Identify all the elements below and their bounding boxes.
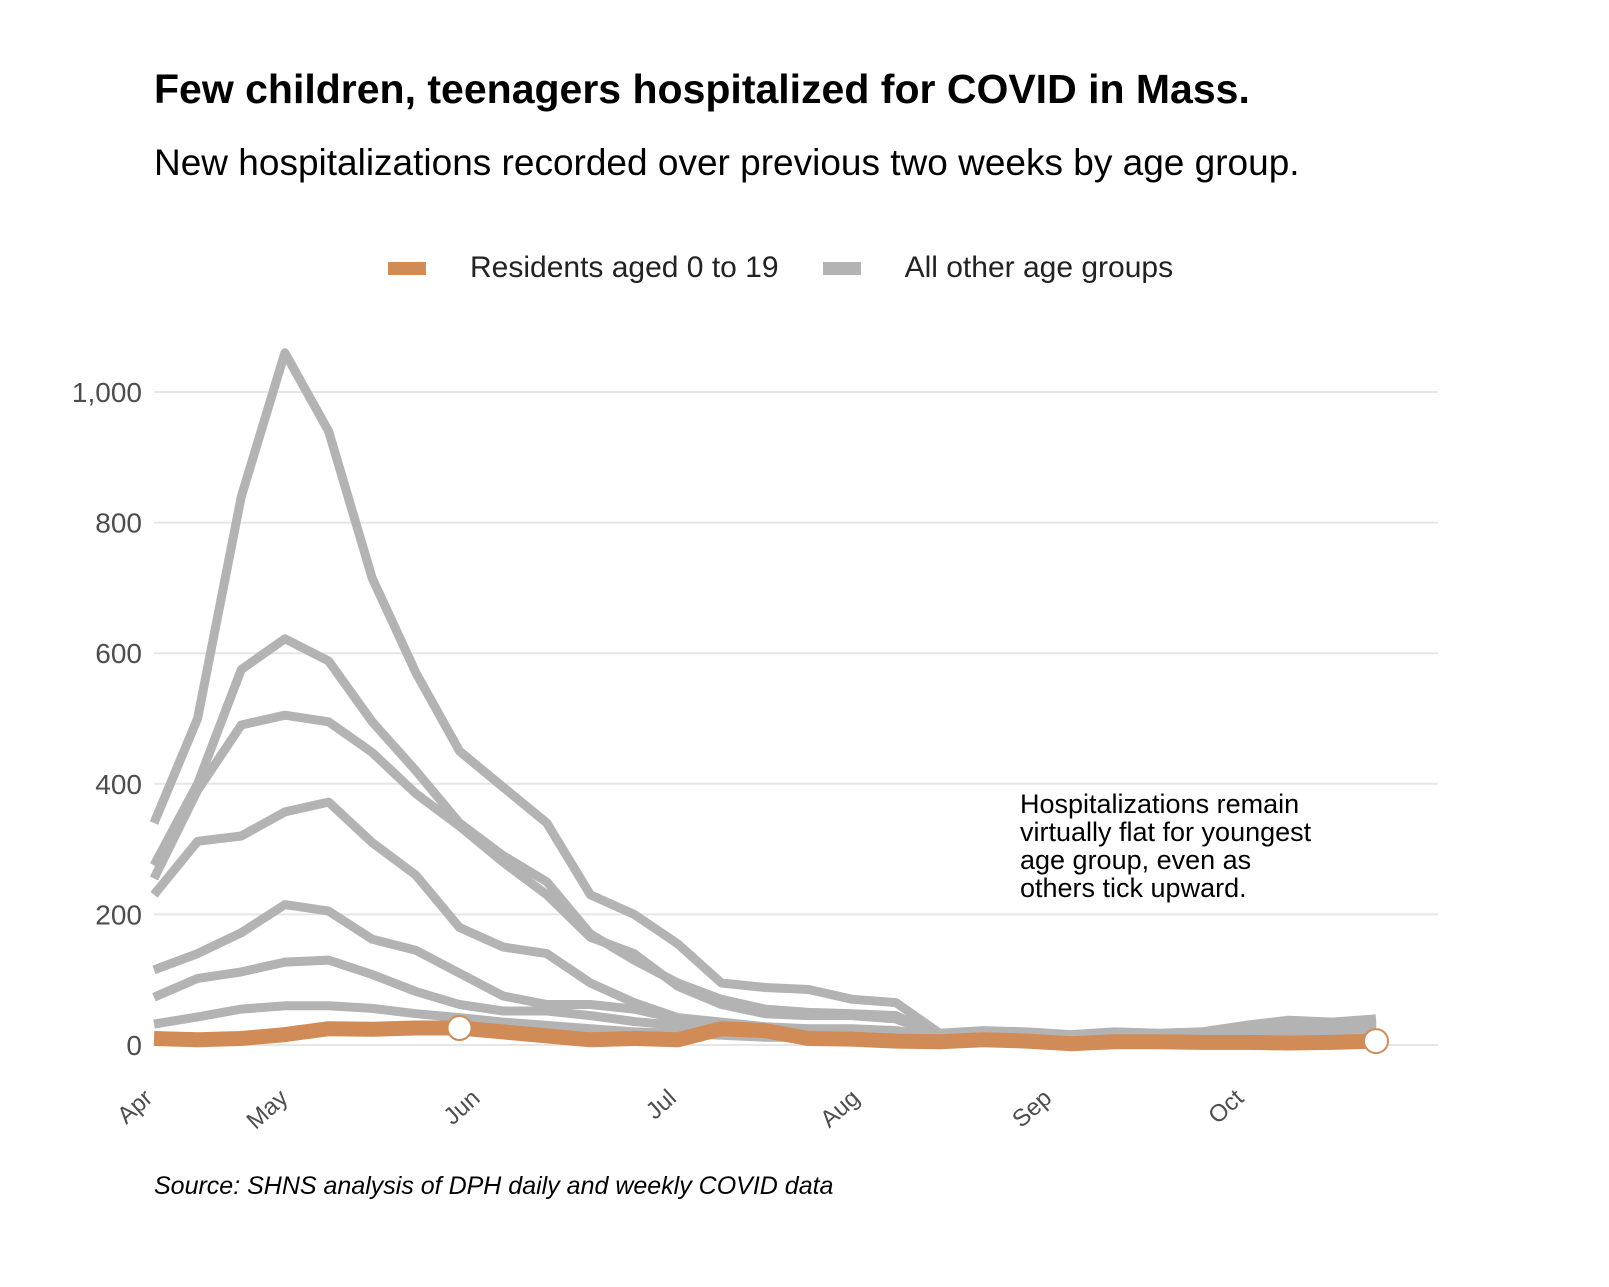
youth-point-marker <box>1363 1028 1389 1055</box>
chart-annotation: Hospitalizations remain virtually flat f… <box>1020 790 1400 902</box>
y-tick-label: 800 <box>95 508 142 539</box>
y-tick-label: 1,000 <box>72 377 142 408</box>
x-tick-label: Oct <box>1203 1084 1249 1129</box>
series-markers <box>446 1015 1389 1055</box>
others-series-lines <box>149 348 1377 1046</box>
y-tick-label: 0 <box>126 1030 142 1061</box>
legend-swatch-youth <box>388 261 426 275</box>
y-tick-label: 200 <box>95 899 142 930</box>
source-note: Source: SHNS analysis of DPH daily and w… <box>154 1172 834 1200</box>
annotation-line: virtually flat for youngest <box>1020 817 1312 847</box>
legend-label-youth: Residents aged 0 to 19 <box>470 251 779 284</box>
annotation-line: age group, even as <box>1020 845 1252 875</box>
x-tick-label: Jul <box>641 1084 682 1125</box>
others-series-line <box>152 900 1377 1043</box>
y-tick-label: 600 <box>95 638 142 669</box>
chart-subtitle: New hospitalizations recorded over previ… <box>154 142 1300 183</box>
legend-label-others: All other age groups <box>904 251 1174 284</box>
x-tick-label: Sep <box>1007 1084 1057 1133</box>
youth-series-line <box>153 1020 1377 1052</box>
legend-item-others: All other age groups <box>822 251 1174 285</box>
x-axis-ticks: Apr May Jun Jul Aug Sep Oct <box>112 1084 1249 1135</box>
legend-swatch-others <box>822 261 861 275</box>
x-tick-label: Jun <box>439 1084 486 1130</box>
x-tick-label: May <box>242 1084 294 1134</box>
annotation-line: others tick upward. <box>1020 873 1247 903</box>
legend: Residents aged 0 to 19 All other age gro… <box>388 248 1217 288</box>
chart-title: Few children, teenagers hospitalized for… <box>154 66 1250 112</box>
x-tick-label: Aug <box>815 1084 865 1133</box>
youth-point-marker <box>446 1015 473 1042</box>
x-tick-label: Apr <box>112 1084 158 1129</box>
youth-series-line <box>153 1020 1377 1052</box>
y-axis-ticks: 0 200 400 600 800 1,000 <box>72 377 142 1061</box>
legend-item-youth: Residents aged 0 to 19 <box>388 251 779 285</box>
annotation-line: Hospitalizations remain <box>1020 789 1300 819</box>
others-series-line <box>149 348 1377 1040</box>
y-tick-label: 400 <box>95 769 142 800</box>
